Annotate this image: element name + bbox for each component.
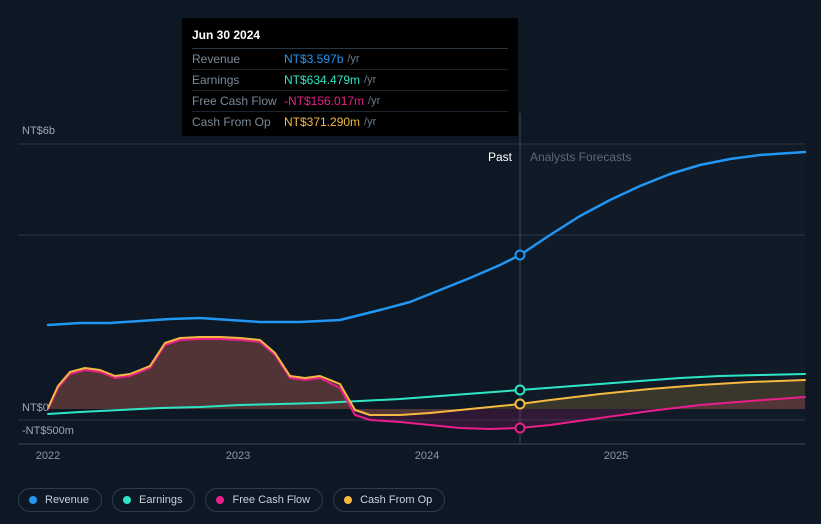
tooltip-row-label: Revenue — [192, 52, 284, 66]
legend-label: Revenue — [45, 494, 89, 506]
marker-cfo — [516, 400, 525, 409]
past-label: Past — [488, 150, 512, 164]
legend-dot — [344, 496, 352, 504]
tooltip-row: RevenueNT$3.597b/yr — [192, 49, 508, 70]
legend-dot — [29, 496, 37, 504]
x-tick-label: 2023 — [226, 450, 250, 462]
legend-label: Earnings — [139, 494, 182, 506]
tooltip-row-value: NT$3.597b — [284, 52, 343, 66]
tooltip-row-suffix: /yr — [347, 53, 359, 65]
legend-item-cfo[interactable]: Cash From Op — [333, 488, 445, 512]
marker-earnings — [516, 386, 525, 395]
tooltip-row: Free Cash Flow-NT$156.017m/yr — [192, 91, 508, 112]
marker-revenue — [516, 251, 525, 260]
tooltip-row-label: Cash From Op — [192, 115, 284, 129]
x-tick-label: 2022 — [36, 450, 60, 462]
y-tick-label: -NT$500m — [22, 425, 74, 437]
legend-item-earnings[interactable]: Earnings — [112, 488, 195, 512]
tooltip-row-label: Free Cash Flow — [192, 94, 284, 108]
legend-label: Free Cash Flow — [232, 494, 310, 506]
chart-tooltip: Jun 30 2024 RevenueNT$3.597b/yrEarningsN… — [182, 18, 518, 136]
legend-item-fcf[interactable]: Free Cash Flow — [205, 488, 323, 512]
x-tick-label: 2025 — [604, 450, 628, 462]
tooltip-date: Jun 30 2024 — [192, 24, 508, 49]
tooltip-row-suffix: /yr — [364, 74, 376, 86]
financial-chart: NT$6bNT$0-NT$500m 2022202320242025 Past … — [0, 0, 821, 524]
tooltip-row: EarningsNT$634.479m/yr — [192, 70, 508, 91]
tooltip-row: Cash From OpNT$371.290m/yr — [192, 112, 508, 132]
legend-label: Cash From Op — [360, 494, 432, 506]
x-tick-label: 2024 — [415, 450, 439, 462]
y-tick-label: NT$6b — [22, 125, 55, 137]
tooltip-row-value: NT$371.290m — [284, 115, 360, 129]
legend-item-revenue[interactable]: Revenue — [18, 488, 102, 512]
legend-dot — [123, 496, 131, 504]
tooltip-row-suffix: /yr — [364, 116, 376, 128]
y-tick-label: NT$0 — [22, 402, 49, 414]
marker-fcf — [516, 424, 525, 433]
tooltip-row-label: Earnings — [192, 73, 284, 87]
tooltip-row-value: -NT$156.017m — [284, 94, 364, 108]
legend-dot — [216, 496, 224, 504]
legend: Revenue Earnings Free Cash Flow Cash From O… — [18, 488, 445, 512]
forecasts-label: Analysts Forecasts — [530, 150, 631, 164]
tooltip-row-value: NT$634.479m — [284, 73, 360, 87]
tooltip-row-suffix: /yr — [368, 95, 380, 107]
